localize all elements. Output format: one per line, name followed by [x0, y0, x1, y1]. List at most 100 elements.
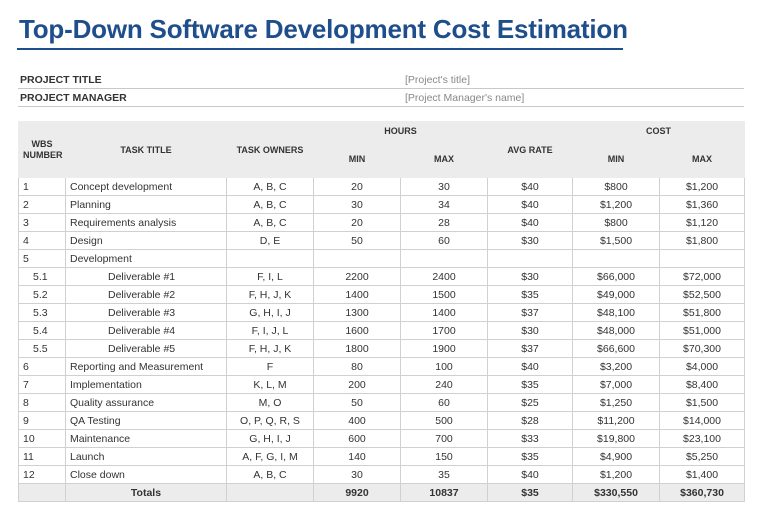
wbs-cell: 5.2: [18, 285, 66, 304]
hours-max-cell: 500: [399, 411, 489, 430]
hours-min-cell: 30: [313, 465, 401, 484]
cost-min-cell: $66,000: [572, 267, 661, 286]
task-title-cell: Implementation: [65, 375, 227, 394]
task-title-cell: Deliverable #5: [65, 339, 227, 358]
header-task-title: TASK TITLE: [65, 121, 227, 178]
cost-min-cell: $11,200: [572, 411, 661, 430]
cost-max-cell: $1,360: [659, 195, 746, 214]
wbs-cell: 5.3: [18, 303, 66, 322]
hours-max-cell: 1400: [399, 303, 489, 322]
task-owners-cell: A, B, C: [226, 195, 314, 214]
avg-rate-cell: $25: [487, 393, 574, 412]
hours-max-cell: 35: [399, 465, 489, 484]
task-owners-cell: K, L, M: [226, 375, 314, 394]
project-title-field[interactable]: [Project's title]: [405, 74, 471, 86]
task-owners-cell: O, P, Q, R, S: [226, 411, 314, 430]
task-owners-cell: A, B, C: [226, 213, 314, 232]
totals-label: Totals: [65, 483, 227, 502]
avg-rate-cell: $37: [487, 303, 574, 322]
table-row: 3 Requirements analysis A, B, C 20 28 $40 $800…: [18, 213, 746, 232]
totals-hours-max: 10837: [399, 483, 489, 502]
wbs-cell: 9: [18, 411, 66, 430]
wbs-cell: 11: [18, 447, 66, 466]
task-owners-cell: F, H, J, K: [226, 339, 314, 358]
hours-min-cell: 50: [313, 393, 401, 412]
table-row: 10 Maintenance G, H, I, J 600 700 $33 $19,800 $…: [18, 429, 746, 448]
page-title: Top-Down Software Development Cost Estim…: [19, 14, 628, 44]
cost-max-cell: $51,800: [659, 303, 746, 322]
wbs-cell: 12: [18, 465, 66, 484]
header-hours: HOURS: [312, 121, 489, 141]
cost-min-cell: $1,200: [572, 195, 661, 214]
wbs-cell: 2: [18, 195, 66, 214]
cost-max-cell: $1,120: [659, 213, 746, 232]
cost-max-cell: $72,000: [659, 267, 746, 286]
task-title-cell: Deliverable #3: [65, 303, 227, 322]
cost-estimation-table: WBS NUMBER TASK TITLE TASK OWNERS HOURS …: [18, 121, 746, 502]
wbs-cell: 5.5: [18, 339, 66, 358]
avg-rate-cell: [487, 249, 574, 268]
table-row: 11 Launch A, F, G, I, M 140 150 $35 $4,900 $5,2…: [18, 447, 746, 466]
table-row: 2 Planning A, B, C 30 34 $40 $1,200 $1,360: [18, 195, 746, 214]
cost-min-cell: $4,900: [572, 447, 661, 466]
totals-wbs-cell: [18, 483, 66, 502]
task-title-cell: QA Testing: [65, 411, 227, 430]
wbs-cell: 10: [18, 429, 66, 448]
hours-max-cell: 1500: [399, 285, 489, 304]
task-owners-cell: G, H, I, J: [226, 303, 314, 322]
wbs-cell: 8: [18, 393, 66, 412]
project-title-row: PROJECT TITLE [Project's title]: [18, 70, 744, 89]
task-title-cell: Planning: [65, 195, 227, 214]
task-title-cell: Design: [65, 231, 227, 250]
hours-min-cell: 1300: [313, 303, 401, 322]
avg-rate-cell: $35: [487, 285, 574, 304]
header-task-owners: TASK OWNERS: [226, 121, 314, 178]
cost-max-cell: $5,250: [659, 447, 746, 466]
hours-max-cell: [399, 249, 489, 268]
hours-max-cell: 240: [399, 375, 489, 394]
task-title-cell: Development: [65, 249, 227, 268]
hours-min-cell: 50: [313, 231, 401, 250]
avg-rate-cell: $37: [487, 339, 574, 358]
totals-row: Totals 9920 10837 $35 $330,550 $360,730: [18, 483, 746, 502]
table-row: 6 Reporting and Measurement F 80 100 $40 $3,20…: [18, 357, 746, 376]
project-manager-field[interactable]: [Project Manager's name]: [405, 92, 525, 104]
hours-max-cell: 34: [399, 195, 489, 214]
task-owners-cell: A, B, C: [226, 177, 314, 196]
avg-rate-cell: $35: [487, 447, 574, 466]
wbs-cell: 7: [18, 375, 66, 394]
hours-min-cell: 600: [313, 429, 401, 448]
task-title-cell: Deliverable #1: [65, 267, 227, 286]
cost-min-cell: $48,100: [572, 303, 661, 322]
table-row: 8 Quality assurance M, O 50 60 $25 $1,250 $1,50…: [18, 393, 746, 412]
cost-min-cell: $1,500: [572, 231, 661, 250]
hours-max-cell: 28: [399, 213, 489, 232]
cost-min-cell: [572, 249, 661, 268]
header-cost: COST: [572, 121, 746, 141]
task-owners-cell: F, I, L: [226, 267, 314, 286]
avg-rate-cell: $30: [487, 231, 574, 250]
hours-min-cell: 140: [313, 447, 401, 466]
cost-min-cell: $49,000: [572, 285, 661, 304]
hours-max-cell: 150: [399, 447, 489, 466]
task-title-cell: Deliverable #2: [65, 285, 227, 304]
task-owners-cell: A, F, G, I, M: [226, 447, 314, 466]
cost-max-cell: $70,300: [659, 339, 746, 358]
cost-max-cell: $1,500: [659, 393, 746, 412]
hours-min-cell: 1800: [313, 339, 401, 358]
table-row: 5.4 Deliverable #4 F, I, J, L 1600 1700 $30 $4…: [18, 321, 746, 340]
project-title-label: PROJECT TITLE: [20, 74, 102, 86]
cost-min-cell: $800: [572, 177, 661, 196]
cost-min-cell: $3,200: [572, 357, 661, 376]
table-row: 5.2 Deliverable #2 F, H, J, K 1400 1500 $35 $4…: [18, 285, 746, 304]
totals-hours-min: 9920: [313, 483, 401, 502]
hours-max-cell: 1900: [399, 339, 489, 358]
task-owners-cell: [226, 249, 314, 268]
task-title-cell: Deliverable #4: [65, 321, 227, 340]
cost-max-cell: $1,400: [659, 465, 746, 484]
wbs-cell: 5.1: [18, 267, 66, 286]
wbs-cell: 5: [18, 249, 66, 268]
header-hours-min: MIN: [313, 140, 401, 178]
hours-max-cell: 60: [399, 231, 489, 250]
avg-rate-cell: $30: [487, 267, 574, 286]
